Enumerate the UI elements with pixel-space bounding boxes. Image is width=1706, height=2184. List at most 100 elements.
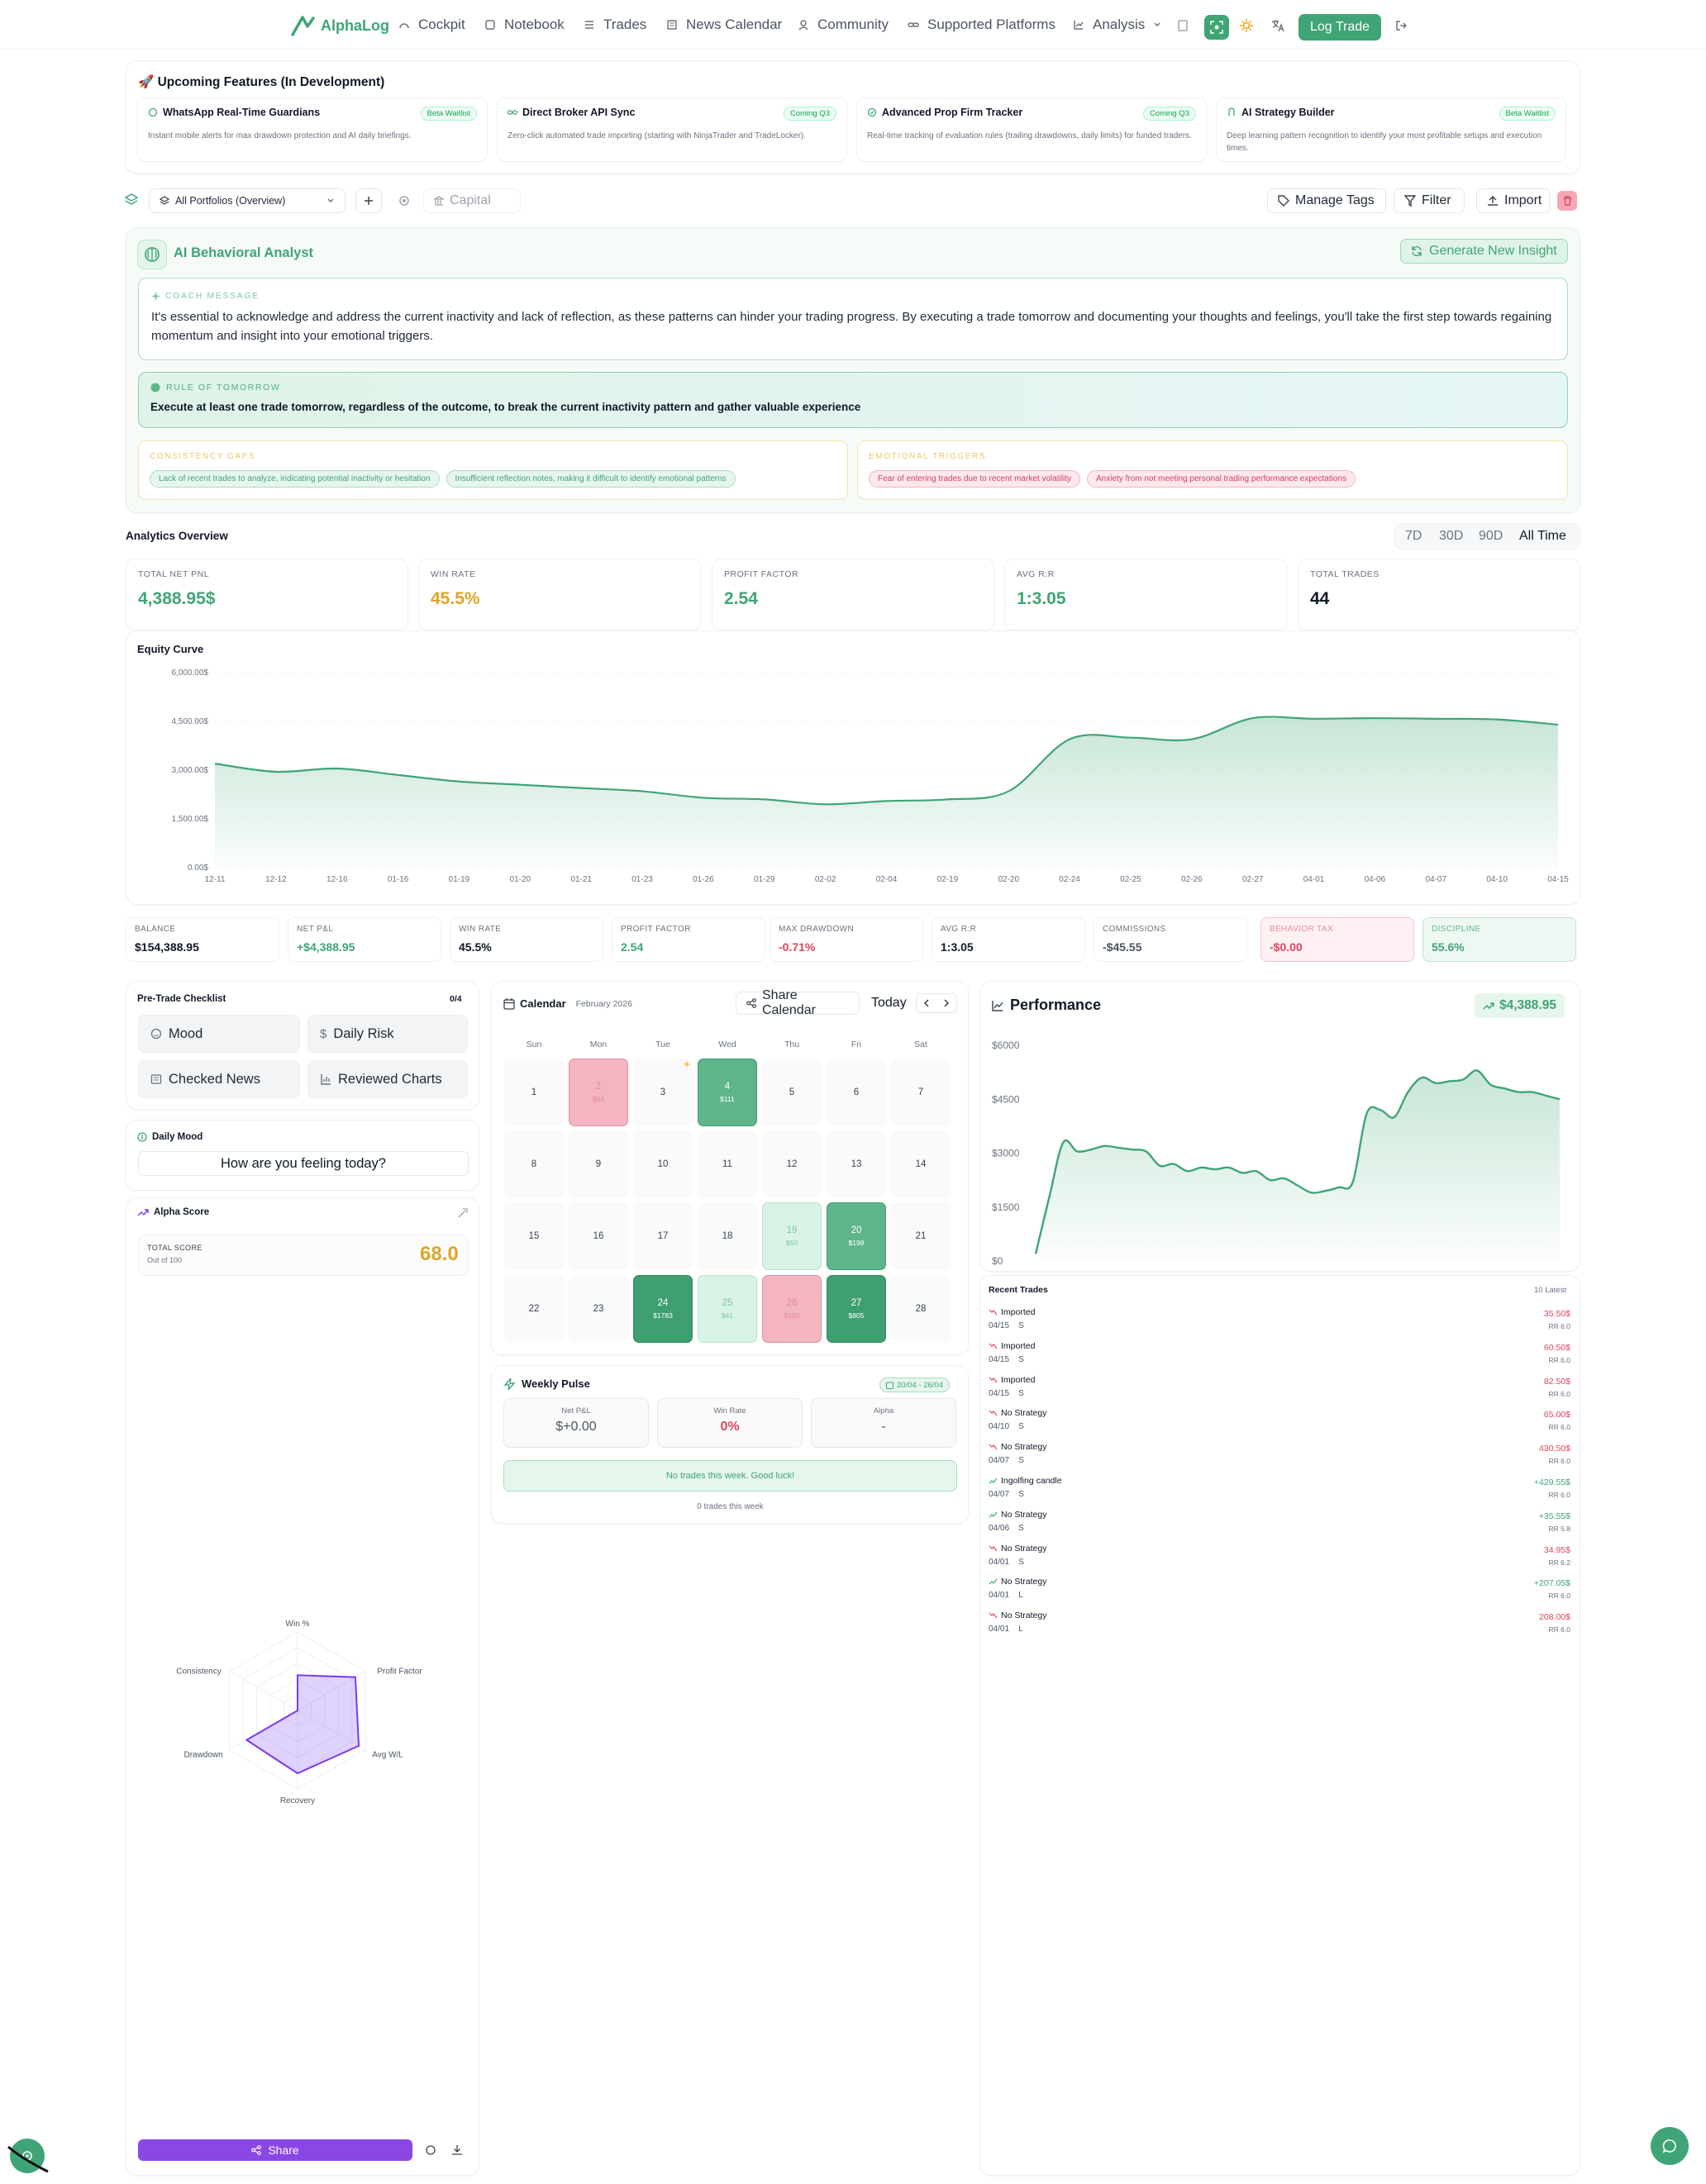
feature-card-ai-strategy[interactable]: AI Strategy Builder Beta Waitlist Deep l… bbox=[1216, 98, 1566, 162]
add-portfolio-button[interactable] bbox=[355, 188, 382, 213]
trade-row[interactable]: No Strategy 04/07 S 430.50$ RR 6.0 bbox=[989, 1442, 1570, 1476]
trade-row[interactable]: Imported 04/15 S 60.50$ RR 6.0 bbox=[989, 1341, 1570, 1375]
range-30d[interactable]: 30D bbox=[1439, 529, 1464, 543]
calendar-month: February 2026 bbox=[575, 998, 632, 1009]
checklist-daily-risk[interactable]: $ Daily Risk bbox=[307, 1015, 468, 1053]
calendar-day[interactable]: 21 bbox=[891, 1202, 951, 1270]
brand-logo[interactable]: AlphaLog bbox=[291, 15, 389, 36]
share-score-button[interactable]: Share bbox=[138, 2139, 412, 2161]
trade-row[interactable]: Imported 04/15 S 35.50$ RR 6.0 bbox=[989, 1307, 1570, 1341]
manage-tags-button[interactable]: Manage Tags bbox=[1267, 188, 1386, 213]
trade-row[interactable]: No Strategy 04/01 L 208.00$ RR 6.0 bbox=[989, 1611, 1570, 1644]
nav-notebook[interactable]: Notebook bbox=[484, 17, 565, 33]
language-button[interactable] bbox=[1271, 19, 1284, 36]
calendar-day[interactable]: 28 bbox=[891, 1275, 951, 1343]
brain-icon bbox=[143, 245, 161, 264]
calendar-day[interactable]: 7 bbox=[891, 1059, 951, 1126]
nav-cockpit[interactable]: Cockpit bbox=[398, 17, 465, 33]
calendar-day[interactable]: 16 bbox=[569, 1202, 628, 1270]
theme-toggle-button[interactable] bbox=[1240, 19, 1253, 36]
comment-button[interactable] bbox=[425, 2144, 436, 2160]
alpha-settings-icon[interactable] bbox=[458, 1208, 468, 1218]
chevron-right-icon[interactable] bbox=[943, 999, 950, 1007]
calendar-icon bbox=[886, 1382, 894, 1389]
calendar-day[interactable]: 15 bbox=[504, 1202, 564, 1270]
radar-spoke bbox=[229, 1671, 298, 1711]
clipboard-button[interactable] bbox=[1177, 18, 1189, 36]
users-icon bbox=[798, 19, 809, 31]
checklist-mood[interactable]: Mood bbox=[138, 1015, 300, 1053]
gauge-icon bbox=[398, 19, 410, 31]
trade-row[interactable]: No Strategy 04/01 L +207.05$ RR 6.0 bbox=[989, 1577, 1570, 1611]
portfolio-settings-button[interactable] bbox=[398, 195, 410, 211]
calendar-day[interactable]: 8 bbox=[504, 1130, 564, 1198]
calendar-day[interactable]: 22 bbox=[504, 1275, 564, 1343]
radar-axis-label: Consistency bbox=[176, 1668, 221, 1677]
equity-x-tick: 12-11 bbox=[205, 875, 226, 884]
calendar-day[interactable]: 24 $1783 bbox=[633, 1275, 693, 1343]
nav-supported-platforms[interactable]: Supported Platforms bbox=[908, 17, 1056, 33]
calendar-day[interactable]: 12 bbox=[762, 1130, 822, 1198]
nav-analysis-dropdown[interactable]: Analysis bbox=[1073, 17, 1161, 33]
scan-icon bbox=[1210, 21, 1223, 34]
feature-card-prop-firm[interactable]: Advanced Prop Firm Tracker Coming Q3 Rea… bbox=[856, 98, 1207, 162]
calendar-day[interactable]: 9 bbox=[569, 1130, 628, 1198]
calendar-day[interactable]: 1 bbox=[504, 1059, 564, 1126]
chevron-left-icon[interactable] bbox=[923, 999, 930, 1007]
calendar-day[interactable]: 6 bbox=[827, 1059, 886, 1126]
trade-date: 04/15 bbox=[989, 1354, 1010, 1364]
download-button[interactable] bbox=[451, 2144, 463, 2160]
calendar-day[interactable]: 3 bbox=[633, 1059, 693, 1126]
weekday-label: Sun bbox=[526, 1040, 542, 1049]
nav-news-calendar[interactable]: News Calendar bbox=[666, 17, 782, 33]
logout-button[interactable] bbox=[1395, 20, 1407, 36]
share-calendar-button[interactable]: Share Calendar bbox=[736, 988, 860, 1017]
trade-row[interactable]: No Strategy 04/06 S +35.55$ RR 5.8 bbox=[989, 1510, 1570, 1544]
bank-icon bbox=[434, 196, 444, 206]
trade-pnl: +35.55$ bbox=[1538, 1511, 1570, 1521]
calendar-day[interactable]: 13 bbox=[827, 1130, 886, 1198]
trade-row[interactable]: Ingolfing candle 04/07 S +429.55$ RR 6.0 bbox=[989, 1476, 1570, 1510]
checklist-reviewed-charts[interactable]: Reviewed Charts bbox=[307, 1060, 468, 1098]
feature-badge: Beta Waitlist bbox=[420, 107, 477, 121]
feature-card-broker-api[interactable]: Direct Broker API Sync Coming Q3 Zero-cl… bbox=[497, 98, 847, 162]
portfolio-select[interactable]: All Portfolios (Overview) bbox=[149, 188, 345, 213]
range-90d[interactable]: 90D bbox=[1479, 529, 1503, 543]
calendar-day[interactable]: 5 bbox=[762, 1059, 822, 1126]
day-pnl: $50 bbox=[785, 1239, 798, 1247]
calendar-day[interactable]: 20 $198 bbox=[827, 1202, 886, 1270]
mood-prompt-button[interactable]: How are you feeling today? bbox=[138, 1151, 469, 1176]
calendar-day[interactable]: 4 $111 bbox=[698, 1059, 757, 1126]
nav-trades[interactable]: Trades bbox=[584, 17, 646, 33]
stat-value: 4,388.95$ bbox=[138, 589, 216, 608]
calendar-day[interactable]: 14 bbox=[891, 1130, 951, 1198]
nav-community[interactable]: Community bbox=[798, 17, 889, 33]
calendar-day[interactable]: 27 $805 bbox=[827, 1275, 886, 1343]
range-7d[interactable]: 7D bbox=[1405, 529, 1422, 543]
trade-row[interactable]: No Strategy 04/01 S 34.95$ RR 6.2 bbox=[989, 1544, 1570, 1577]
calendar-day[interactable]: 2 $64 bbox=[569, 1059, 628, 1126]
calendar-day[interactable]: 11 bbox=[698, 1130, 757, 1198]
delete-button[interactable] bbox=[1557, 191, 1577, 211]
calendar-day[interactable]: 23 bbox=[569, 1275, 628, 1343]
feature-card-whatsapp[interactable]: WhatsApp Real-Time Guardians Beta Waitli… bbox=[137, 98, 488, 162]
calendar-day[interactable]: 17 bbox=[633, 1202, 693, 1270]
checklist-checked-news[interactable]: Checked News bbox=[138, 1060, 300, 1098]
today-button[interactable]: Today bbox=[871, 996, 907, 1010]
calendar-day[interactable]: 19 $50 bbox=[762, 1202, 822, 1270]
generate-insight-button[interactable]: Generate New Insight bbox=[1400, 239, 1568, 264]
calendar-day[interactable]: 26 $165 bbox=[762, 1275, 822, 1343]
filter-button[interactable]: Filter bbox=[1394, 188, 1465, 213]
focus-mode-button[interactable] bbox=[1204, 15, 1229, 40]
trade-date: 04/10 bbox=[989, 1422, 1010, 1432]
calendar-day[interactable]: 18 bbox=[698, 1202, 757, 1270]
import-button[interactable]: Import bbox=[1476, 188, 1551, 213]
log-trade-button[interactable]: Log Trade bbox=[1299, 14, 1381, 40]
calendar-day[interactable]: 10 bbox=[633, 1130, 693, 1198]
capital-input[interactable]: Capital bbox=[423, 188, 521, 213]
trade-row[interactable]: No Strategy 04/10 S 65.00$ RR 6.0 bbox=[989, 1408, 1570, 1442]
range-all-time[interactable]: All Time bbox=[1519, 529, 1566, 543]
trade-row[interactable]: Imported 04/15 S 82.50$ RR 6.0 bbox=[989, 1375, 1570, 1409]
chat-support-button[interactable] bbox=[1651, 2127, 1689, 2165]
calendar-day[interactable]: 25 $41 bbox=[698, 1275, 757, 1343]
